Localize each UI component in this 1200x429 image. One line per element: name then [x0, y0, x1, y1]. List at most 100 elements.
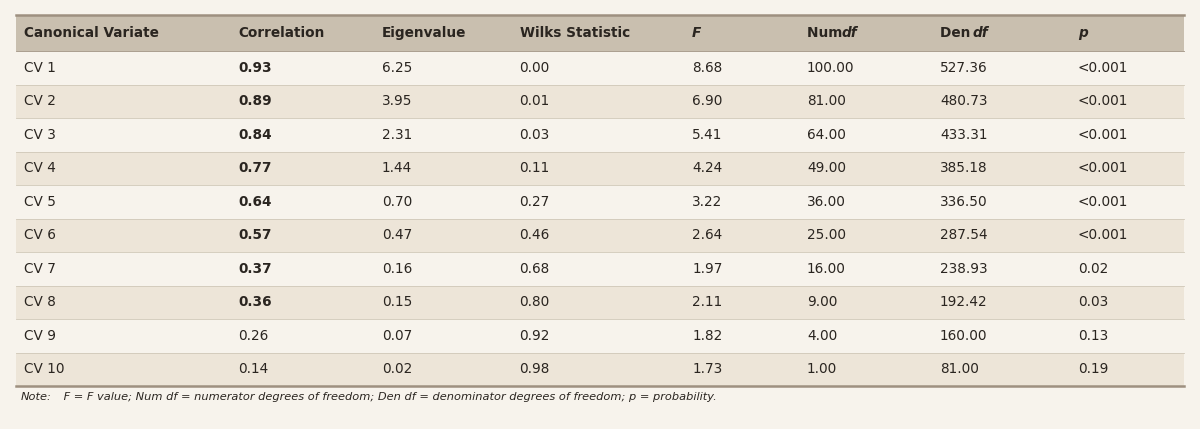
Text: 0.02: 0.02	[1078, 262, 1108, 276]
Text: 0.46: 0.46	[520, 228, 550, 242]
Text: <0.001: <0.001	[1078, 94, 1128, 108]
Text: 100.00: 100.00	[808, 61, 854, 75]
Bar	[16, 185, 1184, 218]
Text: 0.03: 0.03	[520, 128, 550, 142]
Text: CV 8: CV 8	[24, 295, 56, 309]
Text: 0.36: 0.36	[239, 295, 272, 309]
Text: CV 10: CV 10	[24, 362, 65, 376]
Text: df: df	[972, 26, 988, 40]
Text: 0.89: 0.89	[239, 94, 272, 108]
Text: 192.42: 192.42	[940, 295, 988, 309]
Text: 1.00: 1.00	[808, 362, 838, 376]
Text: 3.22: 3.22	[692, 195, 722, 209]
Text: 0.27: 0.27	[520, 195, 550, 209]
Text: 433.31: 433.31	[940, 128, 988, 142]
Text: CV 5: CV 5	[24, 195, 56, 209]
Text: 0.11: 0.11	[520, 161, 550, 175]
Bar	[16, 118, 1184, 151]
Text: CV 2: CV 2	[24, 94, 56, 108]
Text: 0.47: 0.47	[382, 228, 412, 242]
Text: 1.73: 1.73	[692, 362, 722, 376]
Text: CV 1: CV 1	[24, 61, 56, 75]
Text: 2.11: 2.11	[692, 295, 722, 309]
Text: 160.00: 160.00	[940, 329, 988, 343]
Text: 287.54: 287.54	[940, 228, 988, 242]
Text: 1.82: 1.82	[692, 329, 722, 343]
Bar	[16, 218, 1184, 252]
Text: 3.95: 3.95	[382, 94, 412, 108]
Text: 0.00: 0.00	[520, 61, 550, 75]
Bar	[16, 151, 1184, 185]
Text: 0.01: 0.01	[520, 94, 550, 108]
Text: 2.31: 2.31	[382, 128, 412, 142]
Text: 0.19: 0.19	[1078, 362, 1109, 376]
Bar	[16, 85, 1184, 118]
Text: CV 9: CV 9	[24, 329, 56, 343]
Bar	[16, 286, 1184, 319]
Bar	[16, 51, 1184, 85]
Text: F: F	[692, 26, 701, 40]
Text: 0.93: 0.93	[239, 61, 272, 75]
Text: 0.64: 0.64	[239, 195, 272, 209]
Text: 1.97: 1.97	[692, 262, 722, 276]
Text: 9.00: 9.00	[808, 295, 838, 309]
Text: 0.70: 0.70	[382, 195, 412, 209]
Text: 0.15: 0.15	[382, 295, 412, 309]
Text: 336.50: 336.50	[940, 195, 988, 209]
Text: 4.24: 4.24	[692, 161, 722, 175]
Text: 64.00: 64.00	[808, 128, 846, 142]
Text: 0.77: 0.77	[239, 161, 272, 175]
Text: Num: Num	[808, 26, 847, 40]
Text: 4.00: 4.00	[808, 329, 838, 343]
Text: Note:: Note:	[20, 392, 52, 402]
Bar	[16, 353, 1184, 386]
Text: 480.73: 480.73	[940, 94, 988, 108]
Text: 0.37: 0.37	[239, 262, 272, 276]
Text: 25.00: 25.00	[808, 228, 846, 242]
Text: F = F value; Num df = numerator degrees of freedom; Den df = denominator degrees: F = F value; Num df = numerator degrees …	[60, 392, 716, 402]
Text: 527.36: 527.36	[940, 61, 988, 75]
Text: 0.84: 0.84	[239, 128, 272, 142]
Text: <0.001: <0.001	[1078, 228, 1128, 242]
Text: 81.00: 81.00	[808, 94, 846, 108]
Text: Den: Den	[940, 26, 976, 40]
Text: 0.16: 0.16	[382, 262, 412, 276]
Text: 2.64: 2.64	[692, 228, 722, 242]
Text: 0.80: 0.80	[520, 295, 550, 309]
Text: Correlation: Correlation	[239, 26, 325, 40]
Text: 0.57: 0.57	[239, 228, 272, 242]
Text: 6.90: 6.90	[692, 94, 722, 108]
Text: 16.00: 16.00	[808, 262, 846, 276]
Text: 1.44: 1.44	[382, 161, 412, 175]
Bar	[16, 319, 1184, 353]
Text: 238.93: 238.93	[940, 262, 988, 276]
Text: <0.001: <0.001	[1078, 61, 1128, 75]
Text: CV 6: CV 6	[24, 228, 56, 242]
Text: df: df	[841, 26, 857, 40]
Text: Canonical Variate: Canonical Variate	[24, 26, 158, 40]
Bar	[16, 252, 1184, 286]
Text: <0.001: <0.001	[1078, 195, 1128, 209]
Text: Eigenvalue: Eigenvalue	[382, 26, 466, 40]
Text: 0.03: 0.03	[1078, 295, 1108, 309]
Text: 6.25: 6.25	[382, 61, 412, 75]
Text: 0.98: 0.98	[520, 362, 550, 376]
Text: 0.92: 0.92	[520, 329, 550, 343]
Text: 0.26: 0.26	[239, 329, 269, 343]
Text: CV 3: CV 3	[24, 128, 56, 142]
Text: 36.00: 36.00	[808, 195, 846, 209]
Text: 81.00: 81.00	[940, 362, 979, 376]
Text: p: p	[1078, 26, 1087, 40]
Bar	[16, 15, 1184, 51]
Text: <0.001: <0.001	[1078, 161, 1128, 175]
Text: 0.14: 0.14	[239, 362, 269, 376]
Text: 0.13: 0.13	[1078, 329, 1108, 343]
Text: 0.68: 0.68	[520, 262, 550, 276]
Text: Wilks Statistic: Wilks Statistic	[520, 26, 630, 40]
Text: 0.07: 0.07	[382, 329, 412, 343]
Text: <0.001: <0.001	[1078, 128, 1128, 142]
Text: 5.41: 5.41	[692, 128, 722, 142]
Text: 8.68: 8.68	[692, 61, 722, 75]
Text: 49.00: 49.00	[808, 161, 846, 175]
Text: 0.02: 0.02	[382, 362, 412, 376]
